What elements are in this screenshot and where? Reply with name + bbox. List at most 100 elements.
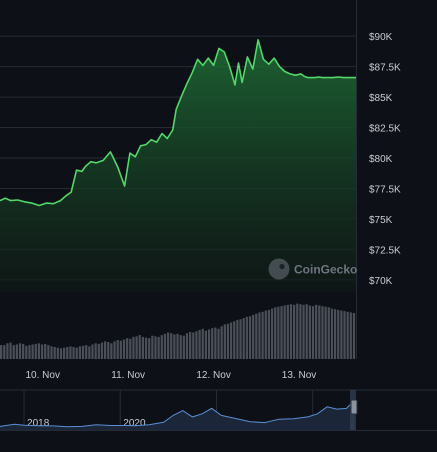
volume-bar	[207, 329, 211, 359]
navigator-handle[interactable]	[350, 399, 358, 415]
volume-bar	[233, 321, 236, 359]
volume-bar	[337, 309, 340, 359]
volume-bar	[223, 324, 226, 360]
x-tick-label: 10. Nov	[25, 370, 59, 381]
volume-bar	[100, 342, 104, 359]
volume-bar	[229, 322, 233, 359]
price-line	[0, 39, 356, 207]
volume-bar	[59, 348, 63, 359]
volume-bar	[292, 304, 296, 359]
volume-bar	[9, 342, 12, 359]
volume-bar	[280, 306, 283, 359]
volume-bar	[166, 332, 170, 359]
navigator-tick-label: 2020	[123, 418, 146, 429]
volume-bar	[264, 310, 267, 359]
watermark: CoinGecko	[268, 258, 357, 280]
volume-layer	[0, 303, 356, 360]
volume-bar	[283, 305, 286, 359]
volume-bar	[69, 346, 72, 359]
volume-bar	[198, 330, 201, 359]
volume-bar	[91, 344, 94, 359]
volume-bar	[135, 336, 138, 359]
volume-bar	[132, 336, 135, 359]
y-tick-label: $82.5K	[369, 124, 401, 135]
volume-bar	[340, 310, 343, 359]
watermark-text: CoinGecko	[294, 263, 357, 277]
volume-bar	[53, 347, 56, 359]
volume-bar	[192, 332, 195, 359]
volume-bar	[343, 311, 346, 359]
volume-bar	[88, 346, 91, 359]
volume-bar	[163, 333, 167, 359]
volume-bar	[308, 305, 311, 359]
y-axis: $90K $87.5K $85K $82.5K $80K $77.5K $75K $72.5K…	[369, 32, 401, 287]
volume-bar	[318, 305, 321, 359]
volume-bar	[217, 328, 220, 359]
volume-bar	[176, 333, 179, 359]
volume-bar	[18, 343, 22, 360]
volume-bar	[148, 338, 151, 359]
volume-bar	[315, 304, 318, 359]
volume-bar	[50, 346, 53, 359]
y-tick-label: $80K	[369, 154, 393, 165]
volume-bar	[270, 308, 274, 359]
volume-bar	[305, 304, 308, 359]
navigator[interactable]: 2018202020222024	[0, 389, 437, 431]
volume-bar	[116, 340, 119, 359]
volume-bar	[6, 343, 9, 360]
volume-bar	[255, 313, 258, 359]
volume-bar	[12, 345, 15, 359]
volume-bar	[94, 343, 97, 360]
volume-bar	[113, 341, 116, 359]
volume-bar	[160, 335, 163, 359]
volume-bar	[195, 331, 198, 359]
volume-bar	[78, 346, 82, 359]
volume-bar	[296, 303, 299, 359]
volume-bar	[170, 333, 173, 359]
volume-bar	[349, 312, 352, 359]
volume-bar	[110, 343, 113, 360]
volume-bar	[236, 319, 239, 359]
volume-bar	[103, 341, 107, 359]
volume-bar	[352, 313, 356, 359]
volume-bar	[327, 307, 330, 359]
volume-bar	[179, 335, 182, 359]
volume-bar	[173, 334, 176, 359]
volume-bar	[245, 316, 248, 359]
volume-bar	[226, 323, 230, 359]
volume-bar	[151, 335, 154, 359]
volume-bar	[258, 312, 261, 359]
area-layer	[0, 39, 356, 292]
y-tick-label: $72.5K	[369, 245, 401, 256]
volume-bar	[220, 326, 223, 359]
volume-bar	[211, 328, 214, 359]
volume-bar	[141, 336, 145, 359]
volume-bar	[189, 331, 192, 359]
y-tick-label: $90K	[369, 32, 393, 43]
volume-bar	[129, 338, 132, 359]
volume-bar	[277, 306, 280, 359]
volume-bar	[201, 328, 204, 359]
navigator-tick-label: 2018	[27, 418, 50, 429]
volume-bar	[144, 337, 148, 359]
volume-bar	[31, 344, 34, 359]
volume-bar	[242, 318, 245, 360]
volume-bar	[248, 316, 252, 359]
volume-bar	[28, 345, 31, 359]
volume-bar	[346, 311, 349, 360]
volume-bar	[75, 347, 78, 359]
volume-bar	[40, 344, 44, 359]
volume-bar	[47, 345, 50, 359]
volume-bar	[3, 345, 6, 359]
volume-bar	[138, 335, 141, 359]
x-tick-label: 12. Nov	[196, 370, 230, 381]
volume-bar	[333, 309, 337, 359]
y-tick-label: $75K	[369, 215, 393, 226]
coingecko-logo-icon	[268, 258, 290, 280]
volume-bar	[122, 339, 126, 359]
volume-bar	[56, 347, 59, 359]
x-tick-label: 13. Nov	[282, 370, 316, 381]
volume-bar	[81, 345, 85, 359]
